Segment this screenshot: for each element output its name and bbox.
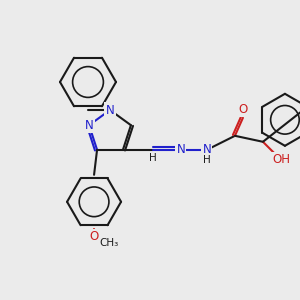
Text: N: N — [177, 143, 185, 156]
Text: CH₃: CH₃ — [99, 238, 118, 248]
Text: OH: OH — [272, 153, 290, 166]
Text: H: H — [203, 155, 211, 165]
Text: N: N — [85, 119, 94, 132]
Text: O: O — [89, 230, 99, 243]
Text: N: N — [202, 143, 211, 156]
Text: H: H — [149, 153, 157, 163]
Text: O: O — [238, 103, 248, 116]
Text: N: N — [106, 103, 114, 116]
